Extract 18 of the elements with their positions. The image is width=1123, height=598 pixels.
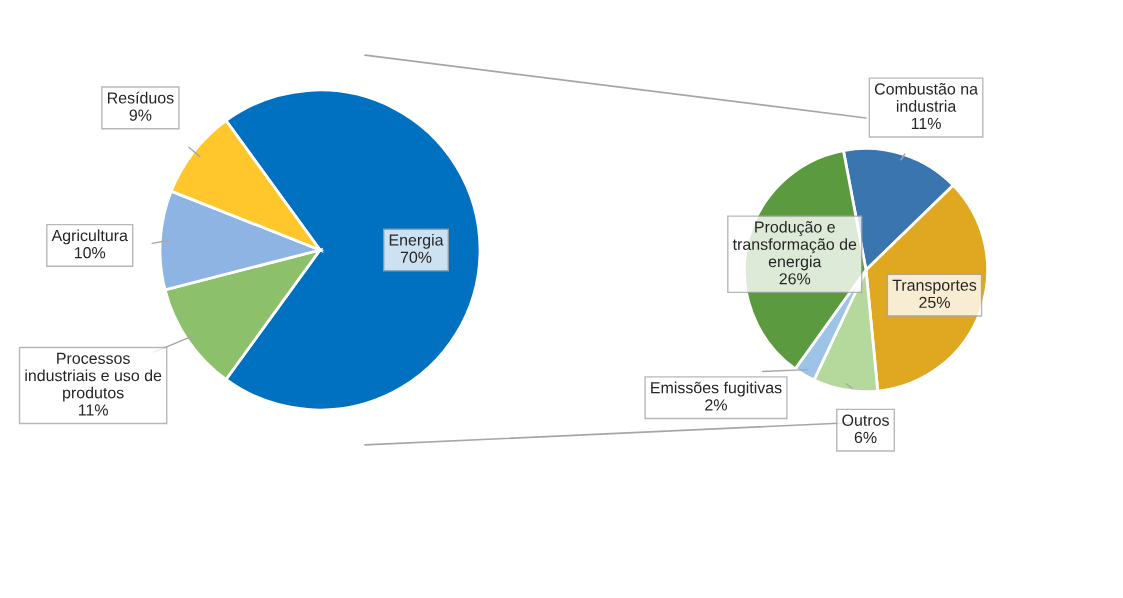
data-label: 25% [919,296,950,309]
data-label: 11% [911,117,941,129]
data-label: 10% [74,247,106,259]
data-label: 6% [854,431,877,444]
data-label: 11% [78,404,108,416]
slice-label: Agricultura [51,229,128,245]
slice-label: Produção e transformação de energia [732,220,857,271]
data-label: 26% [779,273,811,285]
data-label: 2% [705,399,727,411]
slice-label: Resíduos [107,91,174,104]
data-label: 9% [129,109,152,121]
slice-label: Emissões fugitivas [651,381,782,397]
slice-label: Combustão na industria [874,82,978,112]
slice-label: Transportes [892,279,977,294]
slice-label: Energia [389,233,444,249]
data-label: 70% [400,251,432,263]
slice-label: Outros [842,414,889,426]
slice-label: Processos industriais e uso de produtos [25,352,162,402]
